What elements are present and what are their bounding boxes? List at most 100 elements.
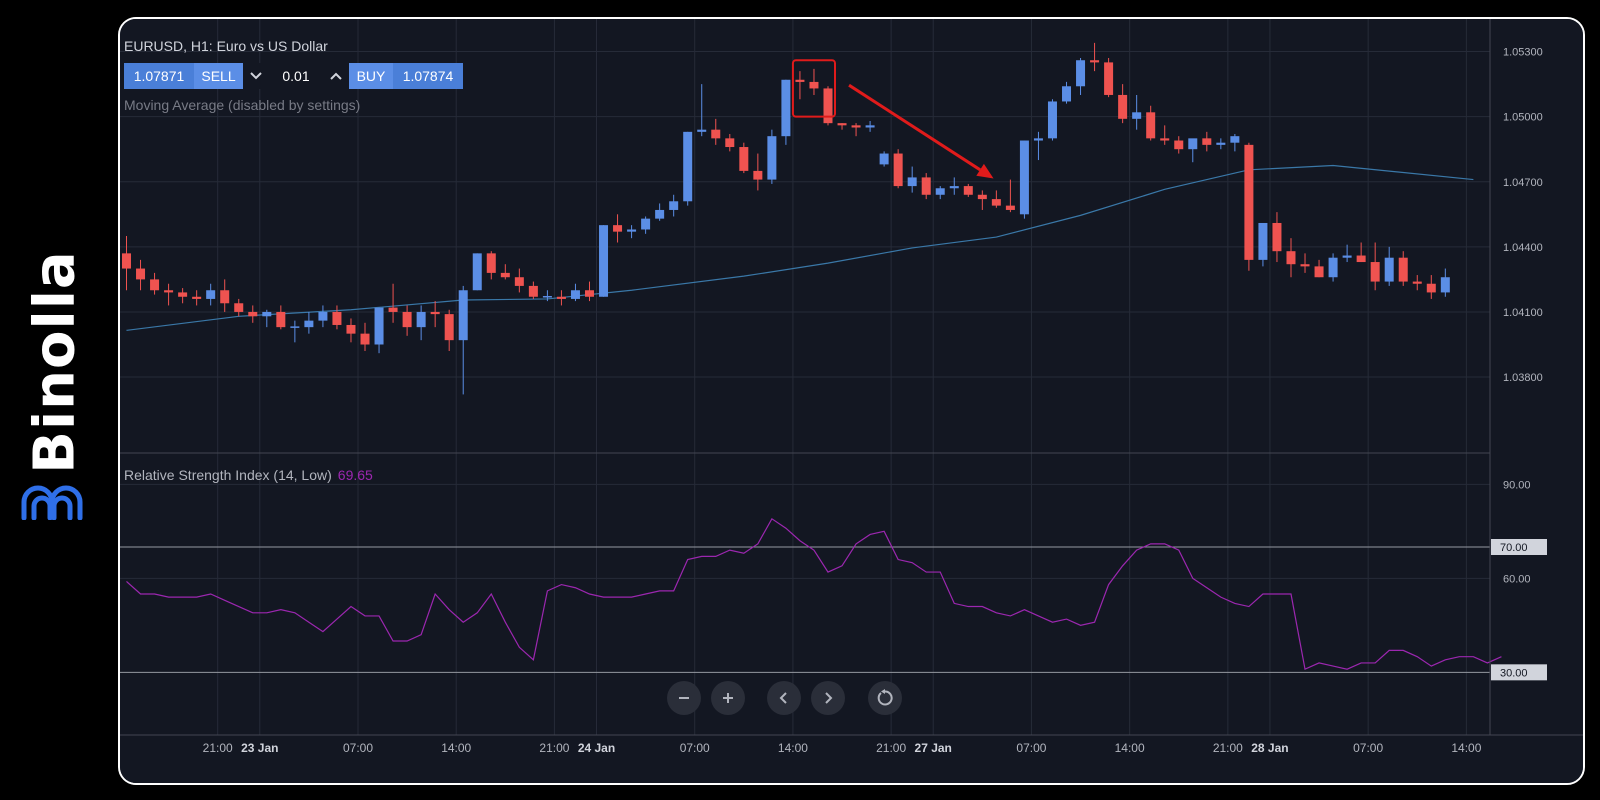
candle	[823, 86, 833, 126]
candle-body	[1005, 205, 1015, 210]
rsi-level-label: 70.00	[1500, 542, 1528, 554]
candle-body	[1356, 255, 1366, 263]
candle-body	[949, 186, 959, 189]
candle	[178, 288, 188, 304]
candle-body	[1132, 112, 1142, 119]
candle-body	[332, 311, 342, 325]
candle-body	[1286, 251, 1296, 265]
price-tick-label: 1.05000	[1503, 112, 1543, 124]
trade-panel: 1.07871 SELL 0.01 BUY 1.07874	[124, 63, 463, 89]
candle	[1384, 246, 1394, 286]
candle	[1047, 99, 1057, 141]
candle	[416, 305, 426, 341]
candle	[627, 225, 637, 239]
buy-price[interactable]: 1.07874	[393, 63, 463, 89]
annotations-layer	[791, 59, 994, 179]
chevron-up-icon[interactable]	[323, 63, 349, 89]
sell-price[interactable]: 1.07871	[124, 63, 194, 89]
candle	[893, 149, 903, 189]
scroll-left-button[interactable]	[767, 681, 801, 715]
price-tick-label: 1.05300	[1503, 47, 1543, 59]
candle-body	[1244, 144, 1254, 260]
axes-layer: 1.05300 1.05000 1.04700 1.04400 1.04100 1.038…	[120, 19, 1583, 755]
candle	[1202, 131, 1212, 152]
sell-button[interactable]: SELL	[194, 63, 243, 89]
rsi-level-badge	[1491, 664, 1547, 681]
time-tick-label: 14:00	[778, 741, 808, 755]
candle-body	[921, 177, 931, 195]
candle-body	[935, 188, 945, 195]
trading-chart[interactable]: 1.05300 1.05000 1.04700 1.04400 1.04100 1.038…	[120, 19, 1583, 783]
scroll-right-button[interactable]	[811, 681, 845, 715]
rsi-level-badge	[1491, 539, 1547, 555]
time-tick-label: 28 Jan	[1251, 741, 1288, 755]
plus-icon	[723, 693, 733, 703]
candle	[444, 309, 454, 352]
candle-body	[318, 311, 328, 321]
price-tick-label: 1.03800	[1503, 372, 1543, 384]
reset-icon	[877, 689, 893, 706]
candle	[963, 183, 973, 197]
candle	[402, 305, 412, 336]
candle	[304, 311, 314, 334]
candle-body	[1216, 142, 1226, 145]
candle-body	[1160, 138, 1170, 141]
candle	[528, 281, 538, 299]
candle-body	[1426, 283, 1436, 293]
zoom-out-button[interactable]	[667, 681, 701, 715]
candle-body	[374, 307, 384, 345]
candle	[1440, 268, 1450, 297]
candle-body	[1314, 266, 1324, 278]
candle	[725, 134, 735, 152]
symbol-title: EURUSD, H1: Euro vs US Dollar	[124, 38, 328, 54]
candle-body	[1412, 281, 1422, 284]
candle	[1342, 244, 1352, 263]
candle-body	[1300, 264, 1310, 267]
candle	[865, 120, 875, 132]
lot-size-input[interactable]: 0.01	[269, 63, 323, 89]
candle	[1356, 242, 1366, 263]
reset-button[interactable]	[868, 681, 902, 715]
time-tick-label: 21:00	[203, 741, 233, 755]
candle-body	[1090, 60, 1100, 63]
candle	[556, 290, 566, 306]
candle	[1076, 58, 1086, 95]
candle	[991, 190, 1001, 208]
candle	[234, 298, 244, 317]
candle-body	[991, 199, 1001, 206]
candle	[1104, 58, 1114, 98]
candle	[374, 307, 384, 354]
trend-arrow-head	[976, 163, 994, 179]
candle	[1160, 125, 1170, 145]
candle-body	[1033, 138, 1043, 141]
candle-body	[1062, 86, 1072, 102]
buy-button[interactable]: BUY	[349, 63, 393, 89]
candle	[1033, 131, 1043, 161]
chevron-down-icon[interactable]	[243, 63, 269, 89]
candle-body	[192, 296, 202, 299]
candle-body	[1272, 222, 1282, 252]
candle-body	[655, 209, 665, 219]
minus-icon	[679, 697, 689, 699]
candle	[1272, 212, 1282, 263]
candle-body	[472, 253, 482, 291]
candle	[711, 118, 721, 145]
candle	[655, 203, 665, 221]
candle-body	[458, 290, 468, 341]
candle-body	[388, 307, 398, 312]
rsi-tick-label: 90.00	[1503, 479, 1531, 491]
candle-body	[556, 296, 566, 299]
brand-wordmark: Binolla	[22, 250, 88, 474]
candle-body	[697, 129, 707, 132]
price-tick-label: 1.04400	[1503, 242, 1543, 254]
candle	[669, 194, 679, 217]
zoom-in-button[interactable]	[711, 681, 745, 715]
rsi-current-value: 69.65	[337, 467, 373, 483]
candle-body	[1370, 262, 1380, 282]
time-tick-label: 21:00	[539, 741, 569, 755]
candle-body	[416, 311, 426, 328]
candle-body	[542, 296, 552, 298]
time-tick-label: 07:00	[680, 741, 710, 755]
time-tick-label: 07:00	[343, 741, 373, 755]
candle-body	[1342, 255, 1352, 258]
